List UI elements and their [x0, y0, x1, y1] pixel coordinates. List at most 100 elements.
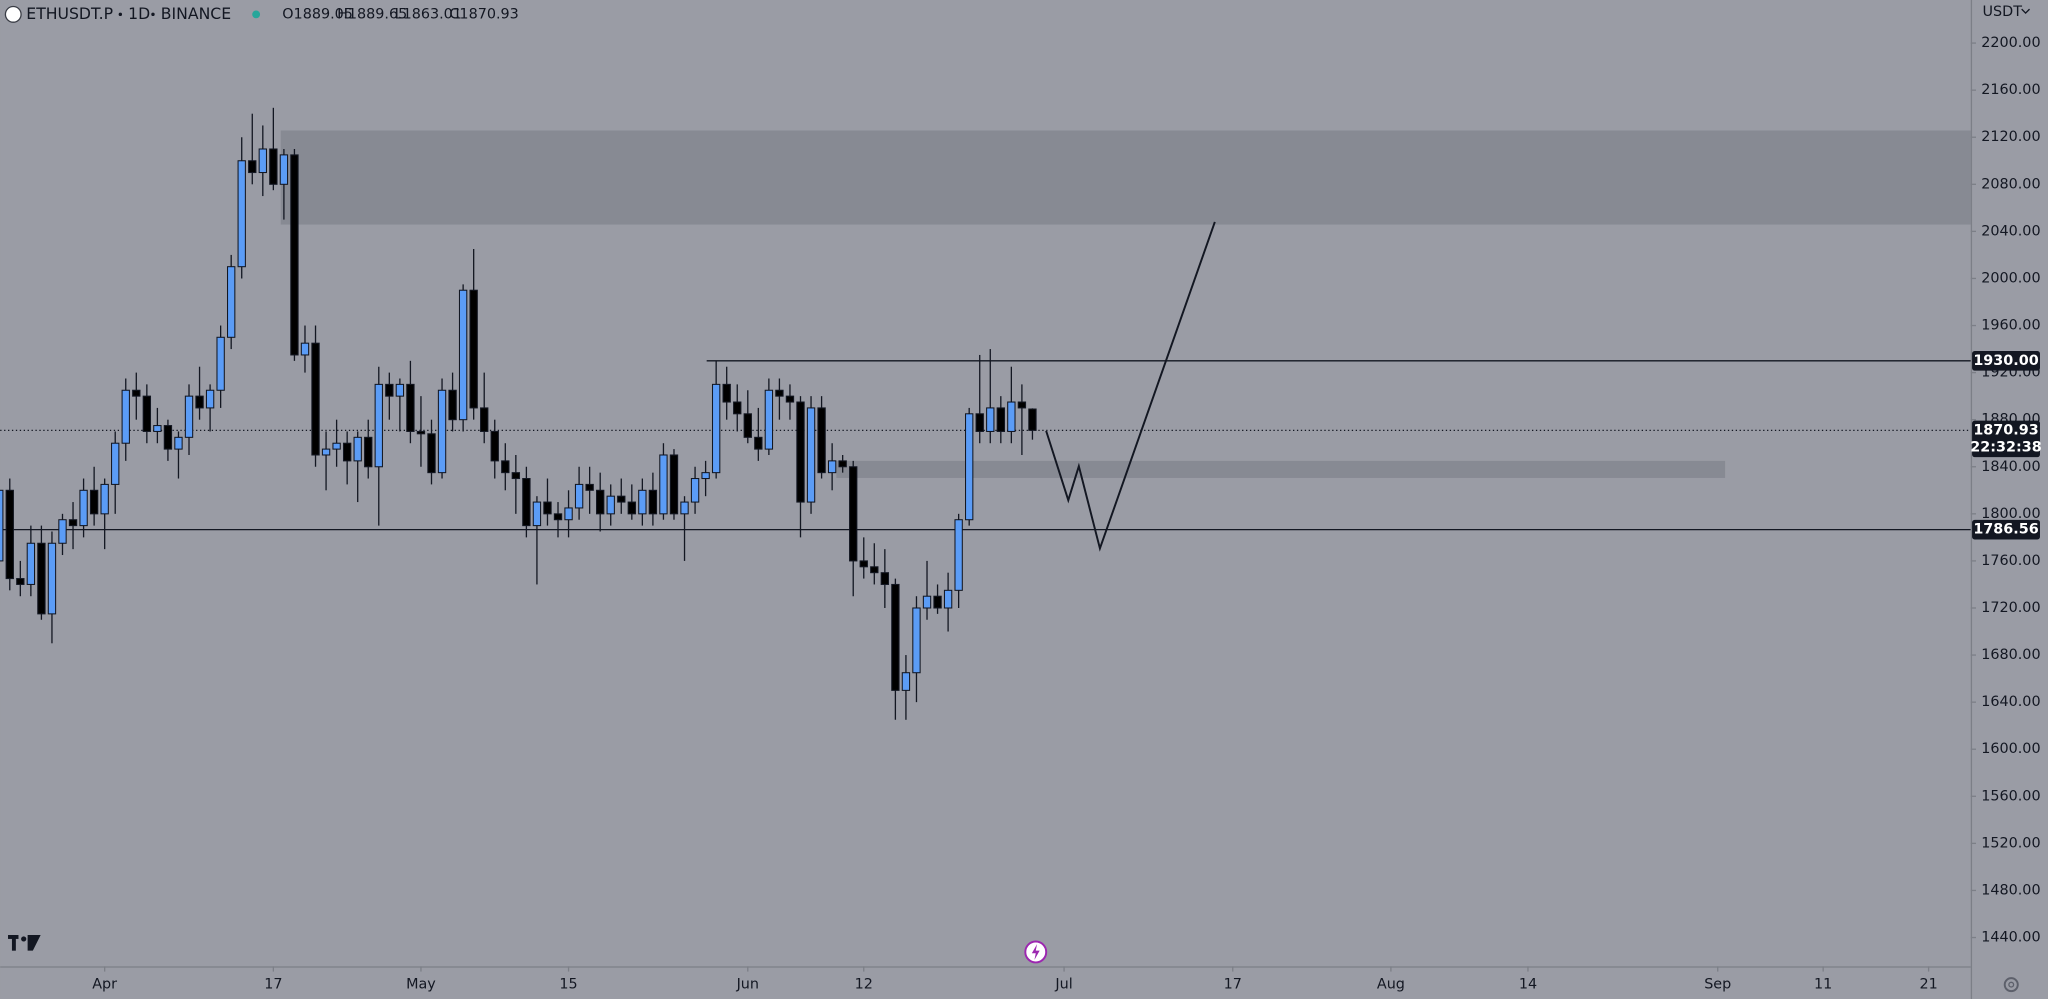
- candle-body: [764, 389, 774, 450]
- candle-body: [501, 460, 510, 474]
- candle-body: [880, 572, 890, 585]
- candle-body: [711, 383, 721, 474]
- x-tick-label: Jul: [1054, 977, 1072, 993]
- candle-body: [933, 595, 942, 609]
- candle-body: [321, 448, 331, 456]
- candle-body: [406, 383, 415, 432]
- x-tick-label: 14: [1519, 977, 1537, 993]
- candle-body: [754, 436, 763, 450]
- x-tick-label: 12: [855, 977, 873, 993]
- currency[interactable]: USDT: [1983, 4, 2023, 20]
- y-tick-label: 2040.00: [1981, 223, 2040, 239]
- x-tick-label: 11: [1814, 977, 1832, 993]
- candle-body: [227, 266, 236, 338]
- candle-body: [1028, 408, 1037, 431]
- candle-body: [174, 436, 183, 450]
- y-tick-label: 2000.00: [1981, 270, 2040, 286]
- candle-body: [922, 595, 932, 609]
- symbol-logo: [4, 5, 22, 23]
- candle-body: [891, 583, 900, 691]
- y-tick-label: 2080.00: [1981, 176, 2040, 192]
- candle-body: [733, 401, 742, 415]
- candle-body: [279, 154, 289, 185]
- candle-body: [975, 413, 984, 432]
- candle-body: [617, 495, 626, 503]
- y-tick-label: 1720.00: [1981, 600, 2040, 616]
- alert-icon[interactable]: [1024, 940, 1048, 964]
- y-tick-label: 1640.00: [1981, 694, 2040, 710]
- market-status: [252, 10, 261, 19]
- candle-body: [205, 389, 215, 409]
- candle-body: [606, 495, 615, 515]
- candle-body: [870, 566, 879, 574]
- candle-body: [796, 401, 805, 503]
- currency-caret: [2021, 8, 2030, 14]
- candle-body: [89, 489, 99, 515]
- candle-body: [353, 436, 362, 462]
- y-tick-label: 2120.00: [1981, 129, 2040, 145]
- candle-body: [184, 395, 194, 438]
- candle-body: [680, 501, 689, 515]
- candle-body: [5, 489, 14, 580]
- candle-body: [269, 148, 278, 185]
- x-tick-label: Jun: [736, 977, 759, 993]
- candle-body: [627, 501, 636, 515]
- candle-body: [986, 407, 995, 432]
- price-tag-label: 1930.00: [1973, 353, 2038, 369]
- x-tick-label: Aug: [1377, 977, 1405, 993]
- interval: 1D: [128, 4, 150, 23]
- candle-body: [290, 154, 299, 356]
- candle-body: [490, 430, 499, 462]
- candle-body: [701, 472, 710, 480]
- candle-body: [26, 542, 36, 585]
- candle-body: [785, 395, 795, 403]
- y-tick-label: 2160.00: [1981, 82, 2040, 98]
- candle-body: [849, 466, 858, 562]
- candle-body: [480, 407, 489, 432]
- candle-body: [248, 160, 257, 174]
- y-tick-label: 1600.00: [1981, 741, 2040, 757]
- candle-body: [912, 607, 921, 674]
- symbol: ETHUSDT.P: [26, 4, 113, 23]
- candle-body: [775, 389, 784, 397]
- projection-path: [1045, 221, 1216, 552]
- candle-body: [121, 389, 130, 444]
- x-tick-label: 17: [264, 977, 282, 993]
- candle-body: [585, 483, 594, 491]
- ohlc-low: L1863.01: [395, 6, 462, 22]
- candle-body: [901, 672, 911, 691]
- candle-body: [522, 478, 531, 527]
- separator: [151, 12, 155, 17]
- candle-body: [437, 389, 447, 474]
- candle-body: [300, 342, 310, 356]
- candle-body: [511, 472, 521, 480]
- candle-body: [638, 489, 647, 515]
- price-tag-label: 1870.93: [1973, 422, 2038, 438]
- candle-body: [47, 542, 57, 615]
- y-tick-label: 1520.00: [1981, 835, 2040, 851]
- y-tick-label: 1800.00: [1981, 506, 2040, 522]
- ohlc-close: C1870.93: [449, 6, 518, 22]
- candle-body: [596, 489, 605, 515]
- countdown: 22:32:38: [1970, 439, 2041, 455]
- candle-body: [838, 460, 847, 468]
- candle-body: [237, 160, 246, 268]
- y-tick-label: 1680.00: [1981, 647, 2040, 663]
- candle-body: [827, 460, 837, 474]
- candle-body: [564, 507, 573, 521]
- candle-body: [1017, 401, 1027, 409]
- candle-body: [195, 395, 204, 409]
- price-tag: [1972, 420, 2040, 458]
- header: ETHUSDT.P 1D BINANCE O1889.05 H1889.65 L…: [4, 4, 519, 23]
- candle-body: [458, 289, 468, 421]
- candle-body: [163, 425, 173, 450]
- settings-icon[interactable]: [2003, 977, 2019, 993]
- y-tick-label: 1560.00: [1981, 788, 2040, 804]
- candle-body: [342, 442, 352, 462]
- candle-body: [374, 383, 383, 468]
- candle-body: [448, 389, 457, 421]
- candle-body: [659, 454, 668, 515]
- candle-body: [532, 501, 542, 527]
- candle-body: [859, 560, 868, 568]
